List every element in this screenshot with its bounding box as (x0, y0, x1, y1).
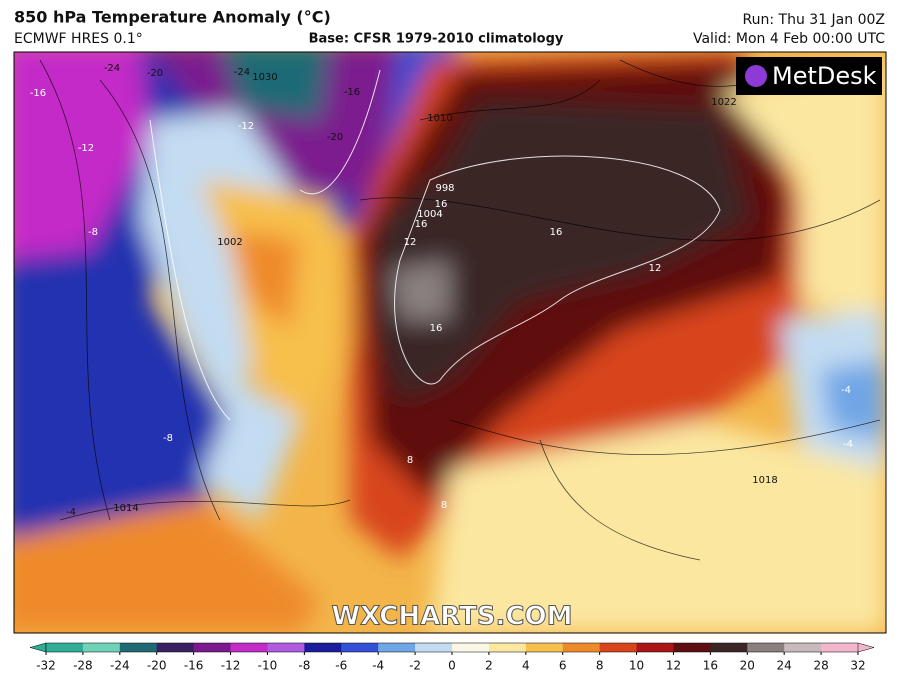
contour-label: 1022 (711, 97, 736, 108)
colorbar-segment (82, 643, 121, 652)
colorbar-segment (673, 643, 711, 652)
contour-label: 1030 (252, 72, 277, 83)
title: 850 hPa Temperature Anomaly (°C) (14, 8, 331, 27)
contour-label: -16 (30, 88, 46, 99)
colorbar-segment (378, 643, 416, 652)
colorbar-label: -20 (147, 659, 167, 673)
contour-label: 16 (550, 227, 563, 238)
run: Run: Thu 31 Jan 00Z (743, 12, 885, 28)
colorbar-segment (415, 643, 453, 652)
colorbar-segment (452, 643, 490, 652)
contour-label: -8 (88, 227, 98, 238)
colorbar-segment (599, 643, 638, 652)
contour-label: -24 (234, 67, 250, 78)
colorbar-label: 2 (485, 659, 493, 673)
colorbar-segment (747, 643, 785, 652)
colorbar-segment (193, 643, 232, 652)
colorbar-label: 8 (596, 659, 604, 673)
contour-label: -12 (238, 121, 254, 132)
colorbar-label: 6 (559, 659, 567, 673)
valid: Valid: Mon 4 Feb 00:00 UTC (693, 31, 885, 47)
colorbar-segment (525, 643, 564, 652)
colorbar-segment (341, 643, 379, 652)
contour-label: 16 (430, 323, 443, 334)
contour-label: 16 (415, 219, 428, 230)
colorbar-label: 24 (777, 659, 792, 673)
colorbar-label: -24 (110, 659, 130, 673)
colorbar-segment (488, 643, 527, 652)
colorbar-label: 32 (850, 659, 865, 673)
colorbar-segment (119, 643, 158, 652)
contour-label: 1014 (113, 503, 138, 514)
base: Base: CFSR 1979-2010 climatology (309, 32, 564, 47)
colorbar: -32 -28 -24 -20 -16 -12 -10 -8 -6 -4 -2 0 2 4 6 8 10 12 16… (29, 642, 875, 673)
colorbar-segment (156, 643, 195, 652)
colorbar-label: 16 (703, 659, 718, 673)
colorbar-segment (230, 643, 268, 652)
colorbar-label: -8 (298, 659, 310, 673)
contour-label: -8 (163, 433, 173, 444)
contour-label: 1004 (417, 209, 442, 220)
contour-label: 1018 (752, 475, 777, 486)
colorbar-segment (784, 643, 822, 652)
colorbar-segment (562, 643, 601, 652)
contour-label: -12 (78, 143, 94, 154)
contour-label: 16 (435, 199, 448, 210)
colorbar-segment (636, 643, 674, 652)
colorbar-label: -2 (409, 659, 421, 673)
colorbar-label: -28 (73, 659, 93, 673)
colorbar-label: -16 (184, 659, 204, 673)
contour-label: 12 (649, 263, 662, 274)
logo-icon (745, 65, 767, 87)
map-frame (13, 51, 887, 634)
model: ECMWF HRES 0.1° (14, 31, 143, 47)
contour-label: -4 (843, 439, 853, 450)
colorbar-label: -10 (258, 659, 278, 673)
contour-label: 12 (404, 237, 417, 248)
logo: MetDesk (772, 62, 877, 90)
colorbar-end (29, 642, 47, 653)
contour-label: -4 (841, 385, 851, 396)
map: MetDesk WXCHARTS.COM -16-24 -20 -24 1030-16… (14, 52, 886, 633)
colorbar-label: 0 (448, 659, 456, 673)
contour-label: 8 (407, 455, 413, 466)
colorbar-label: -32 (36, 659, 56, 673)
colorbar-segment (821, 643, 859, 652)
colorbar-label: 10 (629, 659, 644, 673)
contour-label: -20 (147, 68, 163, 79)
colorbar-label: 4 (522, 659, 530, 673)
contour-label: 1002 (217, 237, 242, 248)
contour-label: -4 (66, 507, 76, 518)
watermark: WXCHARTS.COM (331, 602, 572, 632)
contour-label: -24 (104, 63, 120, 74)
colorbar-segment (304, 643, 342, 652)
colorbar-label: -12 (221, 659, 241, 673)
contour-label: 998 (435, 183, 454, 194)
colorbar-label: 20 (740, 659, 755, 673)
contour-label: 1010 (427, 113, 452, 124)
colorbar-label: -6 (335, 659, 347, 673)
colorbar-label: -4 (372, 659, 384, 673)
contour-label: -20 (327, 132, 343, 143)
colorbar-segment (267, 643, 305, 652)
colorbar-label: 12 (666, 659, 681, 673)
colorbar-segment (710, 643, 748, 652)
contour-label: 8 (441, 500, 447, 511)
colorbar-end (857, 642, 875, 653)
contour-label: -16 (344, 87, 360, 98)
colorbar-label: 28 (813, 659, 828, 673)
colorbar-segment (46, 643, 84, 652)
